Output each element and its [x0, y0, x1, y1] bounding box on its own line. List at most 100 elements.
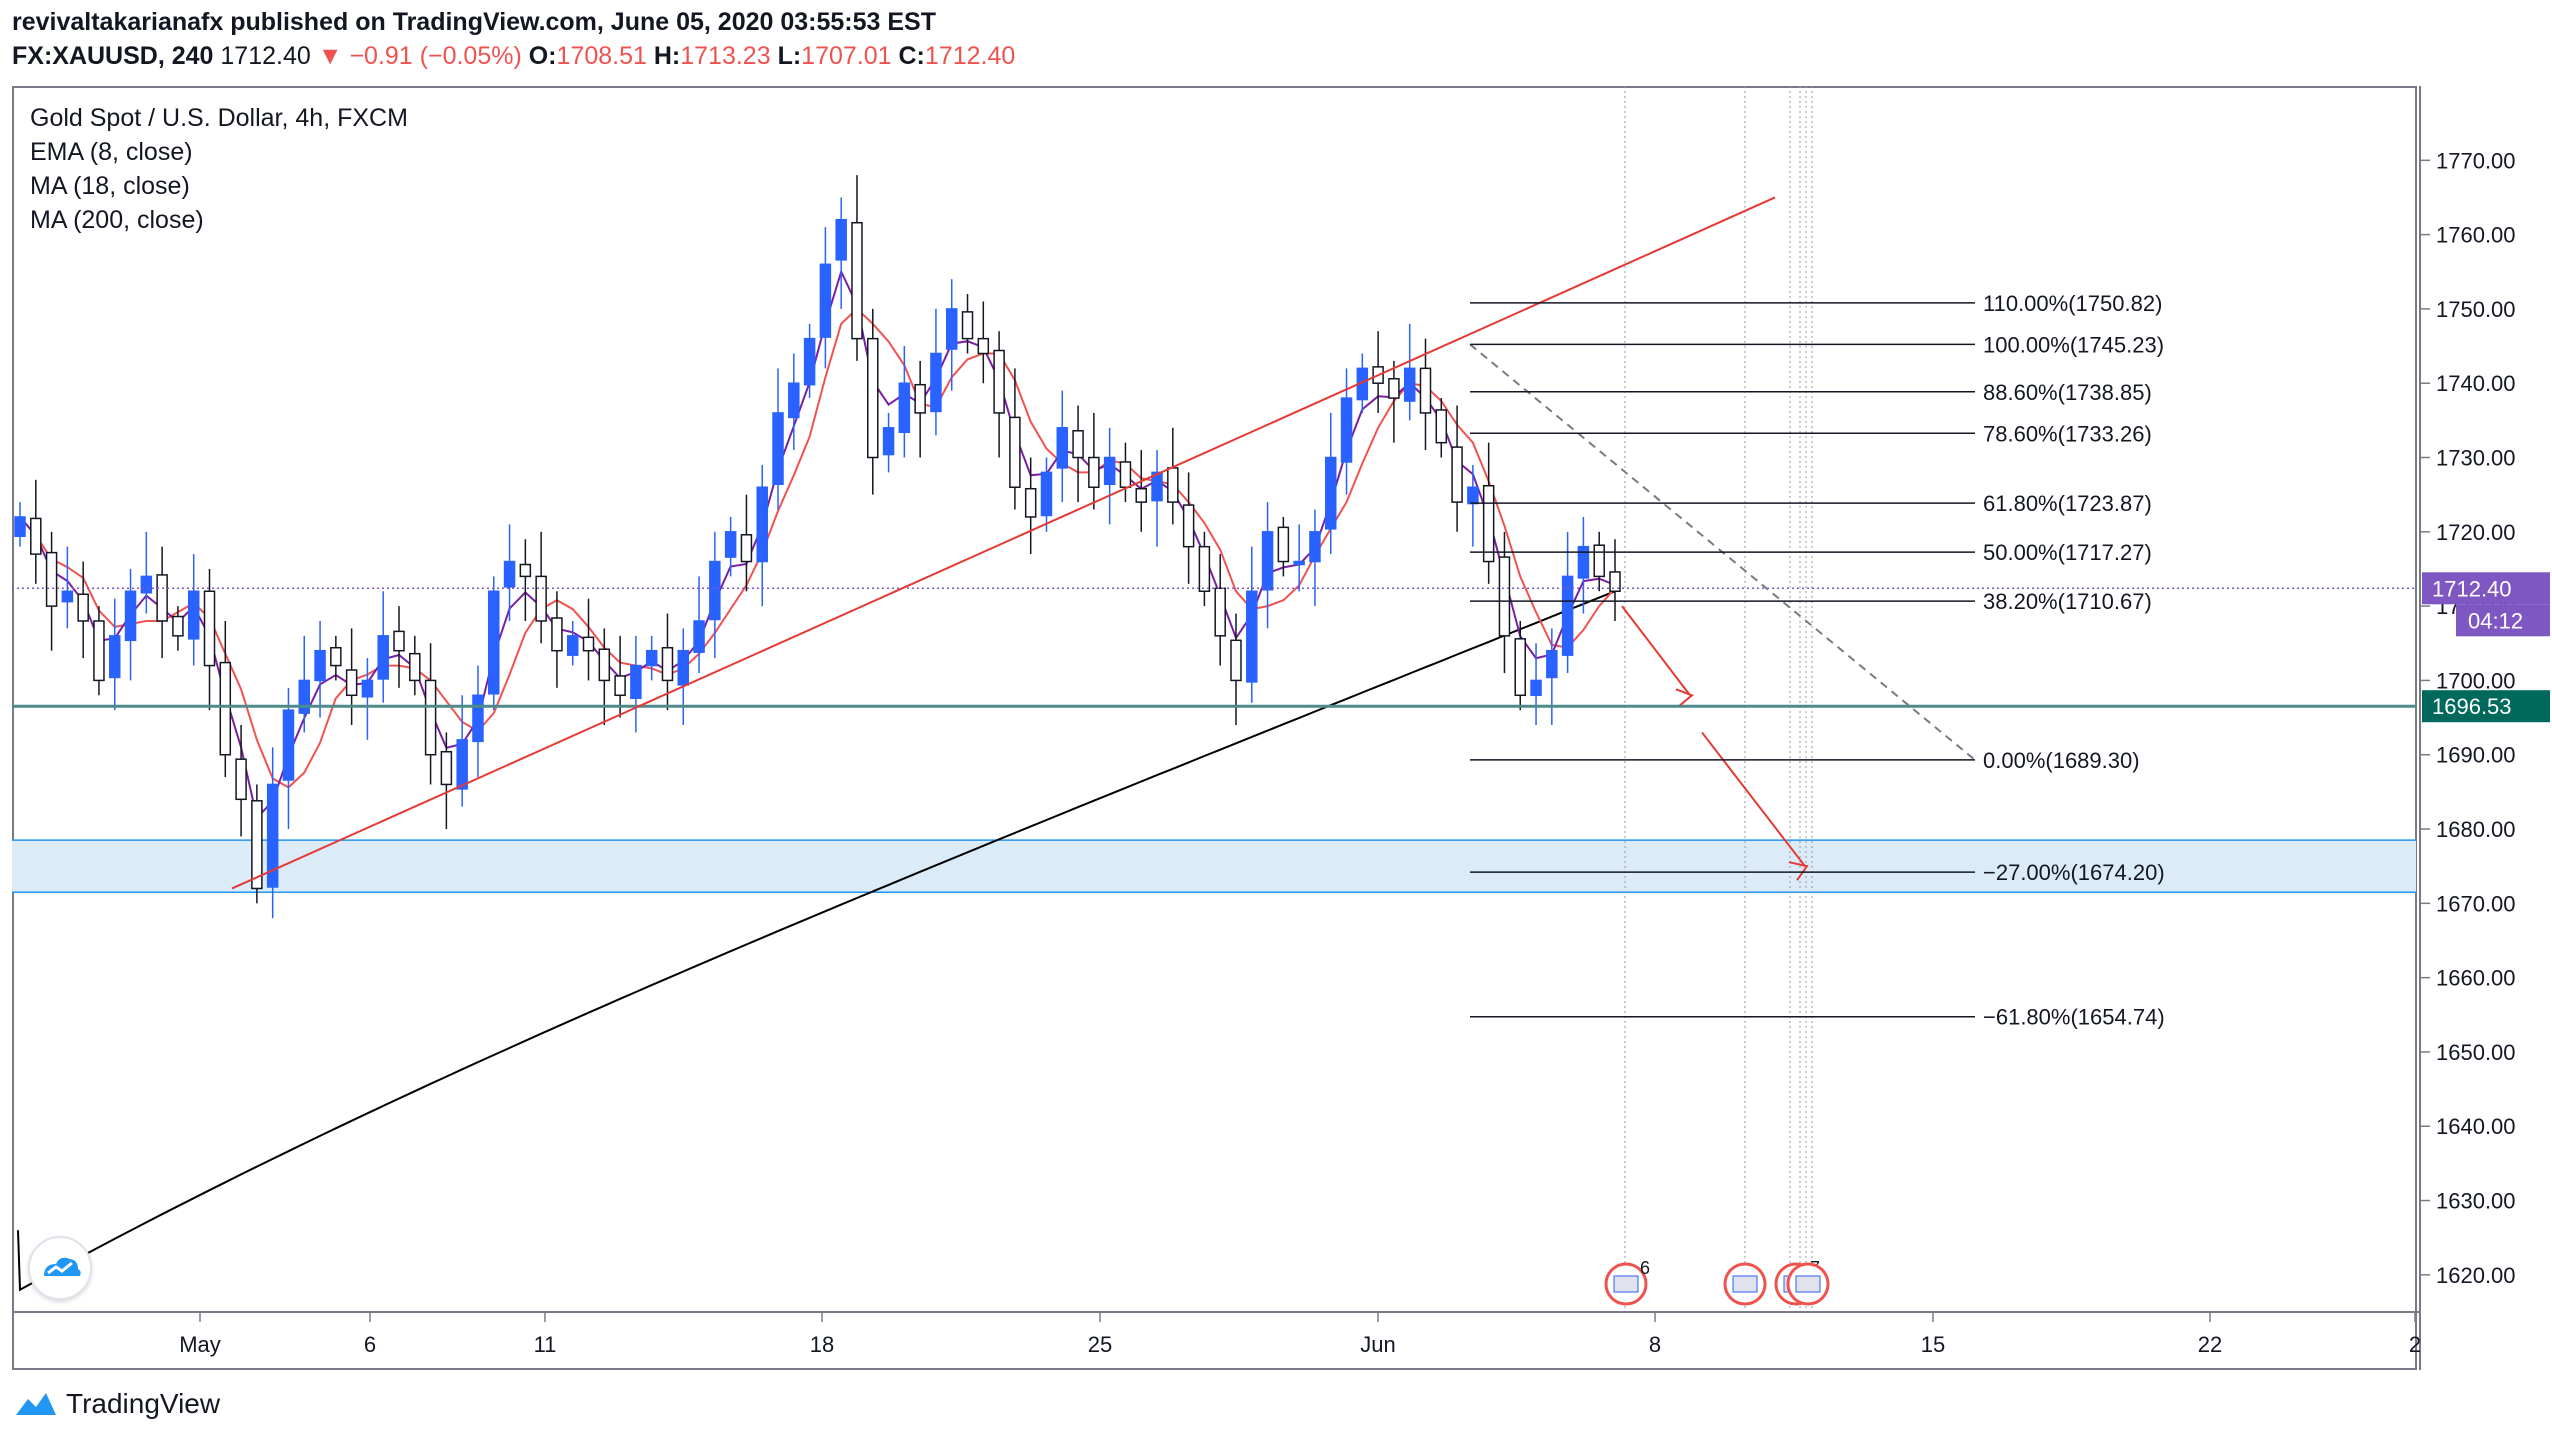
- legend-ma18[interactable]: MA (18, close): [30, 172, 190, 200]
- trendline: [231, 196, 1776, 890]
- candle-body-64: [1024, 487, 1037, 518]
- ema-layer: [19, 268, 1616, 820]
- y-tick-label-15: 1770.00: [2436, 148, 2516, 173]
- candle-body-39: [630, 664, 642, 700]
- support-price-box: [2422, 690, 2550, 723]
- candle-body-93: [1482, 485, 1495, 563]
- chart-frame[interactable]: [12, 86, 2417, 1370]
- candle-body-95: [1514, 638, 1526, 697]
- fib-label-3: 78.60%(1733.26): [1983, 421, 2152, 446]
- footer-brand: TradingView: [66, 1388, 221, 1419]
- candle-body-79: [1261, 531, 1274, 591]
- close-value: 1712.40: [924, 42, 1016, 70]
- legend-title[interactable]: Gold Spot / U.S. Dollar, 4h, FXCM: [30, 104, 408, 132]
- candle-body-12: [203, 590, 216, 667]
- candle-body-18: [298, 679, 311, 714]
- candle-body-98: [1561, 575, 1574, 656]
- x-tick-label-7: 15: [1921, 1332, 1945, 1357]
- x-tick-label-0: May: [179, 1332, 221, 1357]
- candle-body-27: [440, 751, 453, 786]
- change-arrow-icon: ▼: [317, 42, 343, 70]
- y-tick-label-1: 1630.00: [2436, 1189, 2516, 1214]
- candle-body-54: [867, 337, 879, 459]
- x-tick-label-9: 2: [2409, 1332, 2421, 1357]
- y-tick-label-3: 1650.00: [2436, 1040, 2516, 1065]
- candle-body-83: [1324, 456, 1337, 530]
- tradingview-badge[interactable]: [28, 1236, 92, 1300]
- candle-body-7: [124, 590, 137, 642]
- event-flag-inner-0: [1613, 1275, 1639, 1293]
- event-vlines-layer: [1624, 86, 1813, 1312]
- projection-arrow-1: [1621, 605, 1691, 696]
- candle-body-101: [1609, 571, 1621, 593]
- candle-body-92: [1467, 486, 1479, 505]
- candle-body-5: [93, 620, 105, 682]
- candle-body-9: [156, 574, 168, 622]
- candle-body-61: [977, 337, 990, 355]
- demand-zone-layer: [12, 839, 2416, 893]
- candle-body-57: [914, 383, 926, 414]
- last-price-box: [2422, 572, 2550, 605]
- candle-body-44: [709, 560, 721, 621]
- legend-ema[interactable]: EMA (8, close): [30, 138, 193, 166]
- candle-body-51: [819, 263, 832, 338]
- candle-body-66: [1056, 427, 1069, 469]
- candle-body-22: [361, 679, 374, 698]
- projection-arrow-2: [1701, 731, 1806, 867]
- candle-body-16: [266, 783, 279, 888]
- candle-body-56: [898, 382, 911, 434]
- candle-body-89: [1419, 367, 1432, 414]
- legend-ma200[interactable]: MA (200, close): [30, 206, 204, 234]
- y-tick-label-12: 1740.00: [2436, 371, 2516, 396]
- author[interactable]: revivaltakarianafx published on TradingV…: [12, 8, 936, 36]
- ma200-layer: [17, 590, 1616, 1292]
- candle-body-38: [614, 675, 626, 697]
- candle-body-60: [961, 311, 974, 340]
- high-value: 1713.23: [680, 42, 771, 70]
- candle-body-100: [1593, 544, 1605, 578]
- axis-layer: 1620.00 1630.00 1640.00 1650.00 1660.00 1670.…: [12, 86, 2550, 1370]
- candle-body-41: [661, 646, 674, 682]
- y-tick-label-0: 1620.00: [2436, 1263, 2516, 1288]
- candle-body-50: [803, 337, 816, 386]
- candle-body-62: [993, 349, 1005, 414]
- x-tick-label-1: 6: [364, 1332, 376, 1357]
- candle-body-99: [1577, 545, 1590, 579]
- candle-body-11: [187, 590, 200, 640]
- last-price: 1712.40: [220, 42, 311, 70]
- fibonacci-layer: 110.00%(1750.82) 100.00%(1745.23) 88.60%(1…: [1470, 291, 2165, 1030]
- low-label: L:: [777, 42, 802, 70]
- y-tick-label-5: 1670.00: [2436, 891, 2516, 916]
- fib-label-0: 110.00%(1750.82): [1983, 291, 2162, 316]
- candles-layer: [14, 175, 1621, 919]
- y-tick-label-7: 1690.00: [2436, 743, 2516, 768]
- candle-body-32: [519, 563, 532, 578]
- candle-body-26: [424, 679, 437, 756]
- event-count-0: 6: [1640, 1258, 1650, 1278]
- ma18-line: [19, 307, 1616, 789]
- candle-body-80: [1277, 526, 1290, 563]
- candle-body-76: [1214, 587, 1226, 637]
- fib-label-8: −27.00%(1674.20): [1983, 860, 2165, 885]
- footer-logo[interactable]: TradingView: [14, 1388, 220, 1420]
- candle-body-65: [1040, 471, 1053, 517]
- x-tick-label-3: 18: [810, 1332, 834, 1357]
- candle-body-52: [835, 218, 847, 261]
- demand-zone: [12, 840, 2416, 893]
- low-value: 1707.01: [801, 42, 892, 70]
- candle-body-69: [1103, 456, 1116, 486]
- ma18-layer: [19, 307, 1616, 789]
- fib-label-7: 0.00%(1689.30): [1983, 748, 2140, 773]
- candle-body-3: [61, 590, 74, 603]
- candle-body-84: [1340, 397, 1353, 463]
- candle-body-33: [535, 575, 547, 622]
- x-tick-label-4: 25: [1088, 1332, 1112, 1357]
- candle-body-34: [551, 617, 563, 652]
- x-tick-label-2: 11: [534, 1332, 557, 1357]
- candle-body-40: [645, 649, 658, 667]
- countdown-label: 04:12: [2468, 608, 2523, 633]
- candle-body-21: [345, 669, 358, 697]
- candle-body-73: [1167, 467, 1179, 503]
- candle-body-47: [756, 486, 768, 563]
